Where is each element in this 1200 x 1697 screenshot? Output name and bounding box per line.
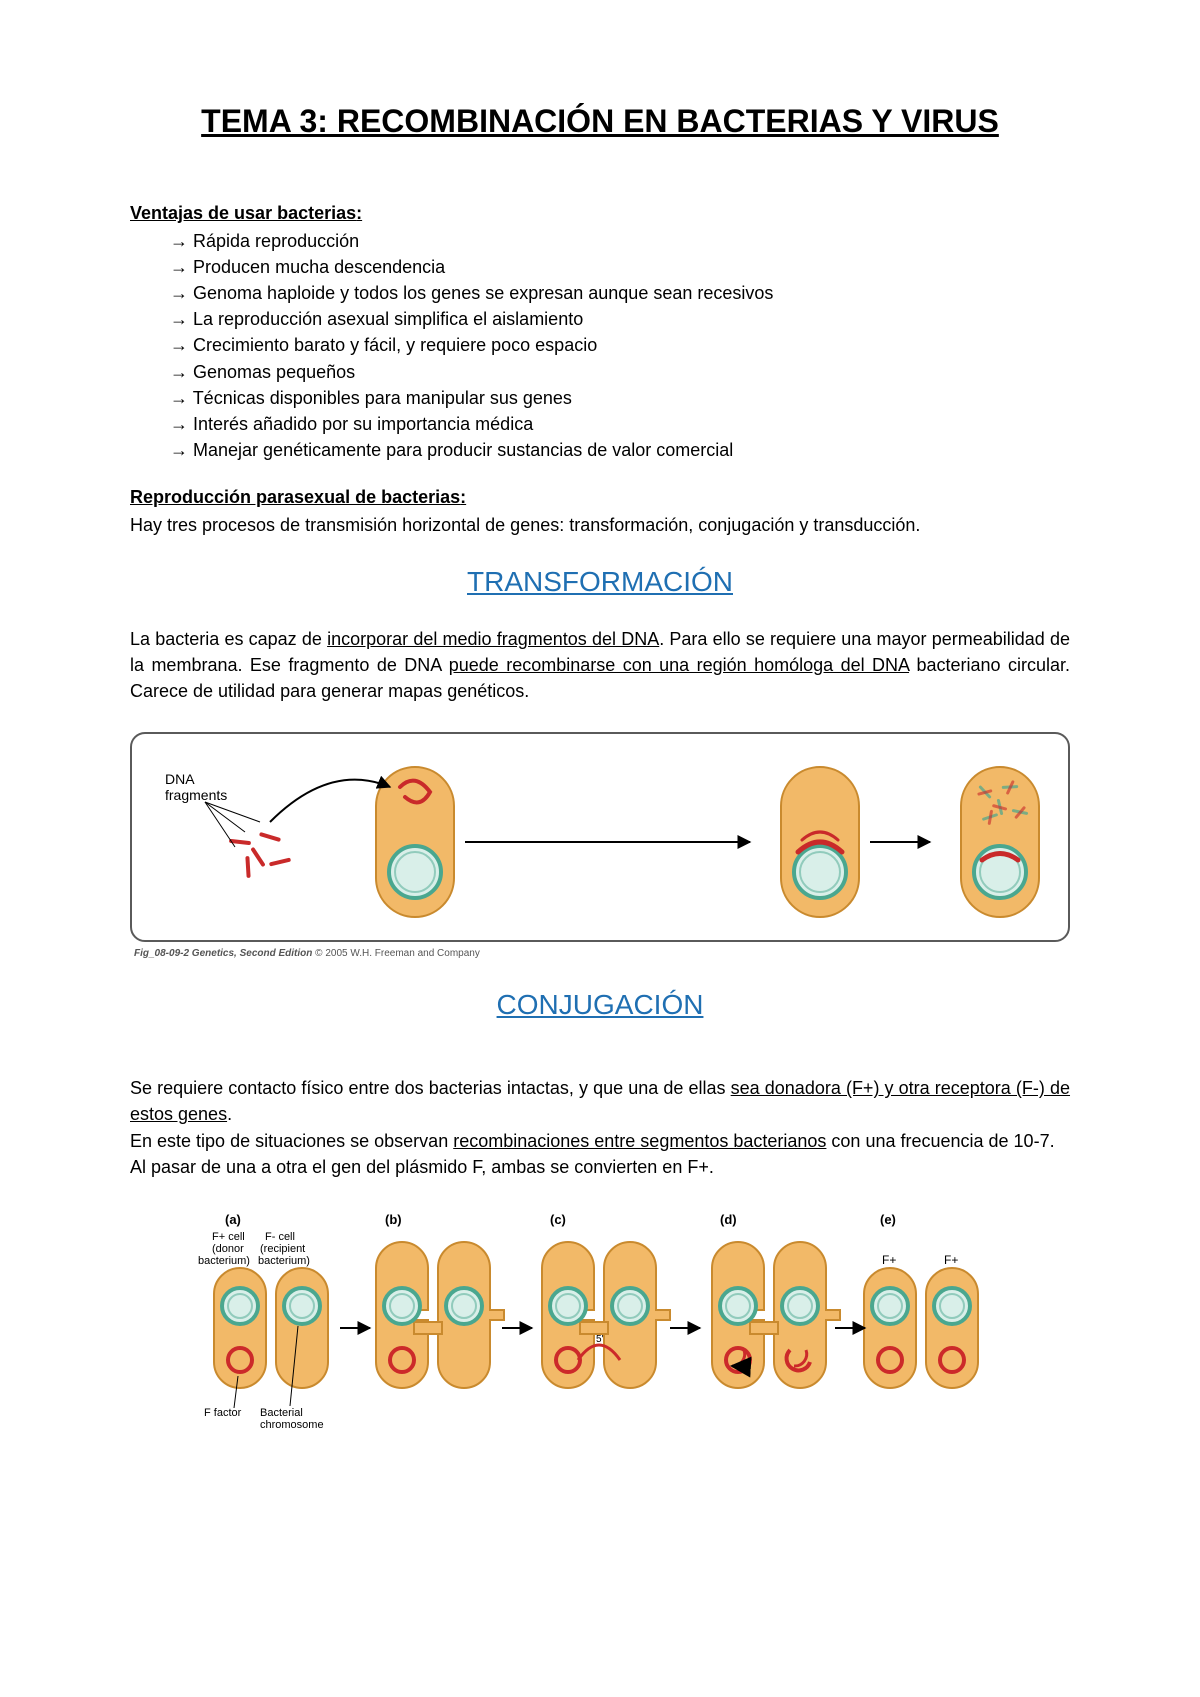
conjugation-figure: (a) (b) (c) (d) (e) F+ cell F- cell (donor (reci… <box>130 1208 1070 1438</box>
svg-text:(recipient: (recipient <box>260 1243 305 1255</box>
transformation-text: La bacteria es capaz de incorporar del m… <box>130 626 1070 704</box>
parasexual-section: Reproducción parasexual de bacterias: Ha… <box>130 487 1070 538</box>
svg-text:(d): (d) <box>720 1212 737 1227</box>
parasexual-heading: Reproducción parasexual de bacterias: <box>130 487 1070 508</box>
svg-text:bacterium): bacterium) <box>198 1255 250 1267</box>
advantages-heading: Ventajas de usar bacterias: <box>130 203 1070 224</box>
advantages-list: Rápida reproducción Producen mucha desce… <box>130 228 1070 463</box>
svg-text:chromosome: chromosome <box>260 1419 324 1431</box>
conjugation-text: Se requiere contacto físico entre dos ba… <box>130 1049 1070 1179</box>
list-item: Producen mucha descendencia <box>170 254 1070 280</box>
list-item: Rápida reproducción <box>170 228 1070 254</box>
svg-text:fragments: fragments <box>165 787 227 803</box>
conjugation-title: CONJUGACIÓN <box>130 989 1070 1021</box>
svg-text:(c): (c) <box>550 1212 566 1227</box>
list-item: Genomas pequeños <box>170 359 1070 385</box>
svg-text:F factor: F factor <box>204 1407 242 1419</box>
parasexual-text: Hay tres procesos de transmisión horizon… <box>130 512 1070 538</box>
list-item: Técnicas disponibles para manipular sus … <box>170 385 1070 411</box>
svg-text:(b): (b) <box>385 1212 402 1227</box>
svg-text:5': 5' <box>596 1334 604 1345</box>
list-item: Crecimiento barato y fácil, y requiere p… <box>170 332 1070 358</box>
svg-text:F+: F+ <box>882 1253 896 1267</box>
svg-text:F+ cell: F+ cell <box>212 1231 245 1243</box>
list-item: Manejar genéticamente para producir sust… <box>170 437 1070 463</box>
list-item: Interés añadido por su importancia médic… <box>170 411 1070 437</box>
svg-text:(e): (e) <box>880 1212 896 1227</box>
page-title: TEMA 3: RECOMBINACIÓN EN BACTERIAS Y VIR… <box>130 101 1070 143</box>
advantages-section: Ventajas de usar bacterias: Rápida repro… <box>130 203 1070 463</box>
svg-text:(a): (a) <box>225 1212 241 1227</box>
svg-text:DNA: DNA <box>165 771 195 787</box>
transformation-figure: DNAfragments <box>130 732 1070 942</box>
svg-text:Bacterial: Bacterial <box>260 1407 303 1419</box>
list-item: La reproducción asexual simplifica el ai… <box>170 306 1070 332</box>
transformation-caption: Fig_08-09-2 Genetics, Second Edition © 2… <box>134 948 1070 959</box>
svg-text:(donor: (donor <box>212 1243 244 1255</box>
svg-text:bacterium): bacterium) <box>258 1255 310 1267</box>
svg-text:F- cell: F- cell <box>265 1231 295 1243</box>
svg-text:F+: F+ <box>944 1253 958 1267</box>
list-item: Genoma haploide y todos los genes se exp… <box>170 280 1070 306</box>
transformation-title: TRANSFORMACIÓN <box>130 566 1070 598</box>
